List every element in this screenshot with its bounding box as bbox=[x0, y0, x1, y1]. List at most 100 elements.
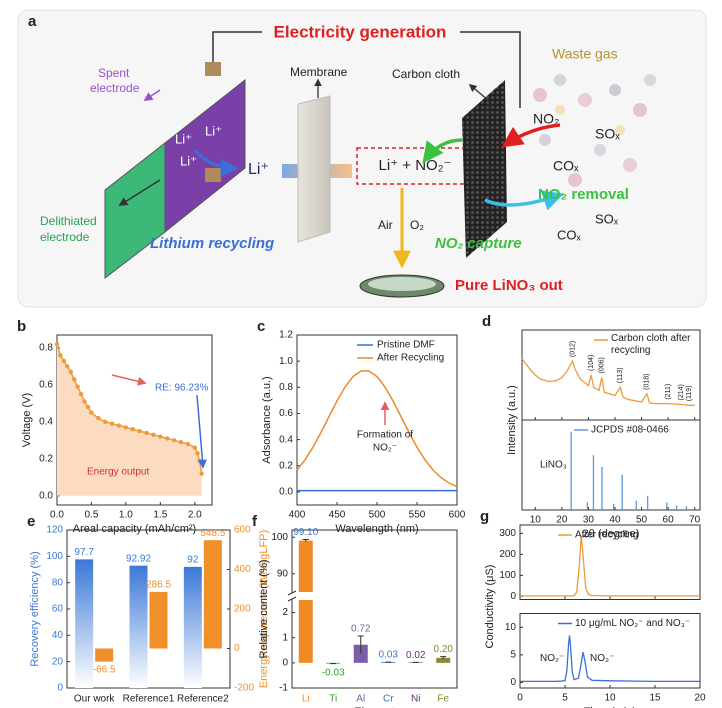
peak-label: (006) bbox=[599, 357, 606, 373]
y-tick-label: -200 bbox=[234, 683, 254, 694]
y-tick-label: 0.4 bbox=[39, 416, 53, 427]
bar bbox=[95, 648, 114, 662]
x-tick-label: 1.5 bbox=[153, 510, 167, 521]
electrode-label: electrode bbox=[40, 230, 90, 244]
series-line bbox=[520, 635, 700, 683]
axis-break bbox=[288, 593, 316, 599]
product-box-label: Li⁺ + NO₂⁻ bbox=[379, 157, 452, 174]
y-tick-label: 80 bbox=[52, 577, 64, 588]
data-point bbox=[65, 364, 70, 369]
panel-letter: g bbox=[480, 508, 489, 525]
bar bbox=[149, 591, 168, 649]
arrow bbox=[468, 84, 489, 101]
panel-letter: c bbox=[257, 318, 265, 335]
legend-label: After recycling bbox=[575, 530, 638, 541]
x-tick-label: 2.0 bbox=[188, 510, 202, 521]
panel-letter: f bbox=[252, 513, 258, 530]
y-tick-label: 0.2 bbox=[279, 460, 293, 471]
y-tick-label: 0 bbox=[510, 677, 516, 688]
annotation: RE: 96.23% bbox=[155, 383, 208, 394]
x-tick-label: 10 bbox=[604, 693, 616, 704]
bar bbox=[298, 540, 313, 592]
x-tick-label: 450 bbox=[329, 510, 346, 521]
y-tick-label: 0 bbox=[282, 657, 288, 668]
y-tick-label: 20 bbox=[52, 656, 64, 667]
data-point bbox=[123, 425, 129, 430]
gas-label: NO₂ bbox=[533, 111, 559, 127]
data-point bbox=[109, 421, 115, 426]
y-tick-label: 0.6 bbox=[279, 408, 293, 419]
legend-label: After Recycling bbox=[377, 353, 444, 364]
data-point bbox=[144, 430, 149, 436]
y-tick-label: 400 bbox=[234, 564, 251, 575]
x-tick-label: 0.0 bbox=[50, 510, 64, 521]
data-point bbox=[137, 428, 142, 434]
x-tick-label: Ti bbox=[329, 694, 337, 705]
y-axis-label: Relative content (%) bbox=[258, 559, 270, 658]
data-point bbox=[116, 423, 122, 428]
peak-label: (214) bbox=[678, 384, 685, 400]
x-tick-label: 0 bbox=[517, 693, 523, 704]
annotation: Energy output bbox=[87, 467, 149, 478]
x-tick-label: 20 bbox=[694, 693, 706, 704]
diagram-title: Electricity generation bbox=[274, 22, 447, 41]
y-tick-label: 60 bbox=[52, 604, 64, 615]
annotation-arrow bbox=[111, 374, 147, 386]
x-tick-label: Our work bbox=[74, 694, 116, 705]
x-tick-label: 1.0 bbox=[119, 510, 133, 521]
y-tick-label: 600 bbox=[234, 525, 251, 536]
y-tick-label: 90 bbox=[277, 568, 289, 579]
ion-label: Li⁺ bbox=[175, 131, 192, 146]
x-tick-label: Fe bbox=[437, 694, 449, 705]
y-axis-label: Intensity (a.u.) bbox=[506, 385, 518, 455]
product-label: Pure LiNO₃ out bbox=[455, 277, 563, 294]
value-label: 0.20 bbox=[434, 644, 454, 655]
y-axis-label: Conductivity (μS) bbox=[484, 565, 496, 649]
y-tick-label: 0 bbox=[57, 683, 63, 694]
annotation: Formation of bbox=[357, 430, 413, 441]
ion-label: Li⁺ bbox=[180, 153, 197, 168]
crystals bbox=[368, 277, 436, 291]
x-axis-label: Element bbox=[354, 706, 394, 708]
arrow bbox=[193, 149, 239, 177]
data-point bbox=[195, 451, 200, 456]
x-tick-label: 50 bbox=[636, 515, 648, 526]
y-tick-label: 0.4 bbox=[279, 434, 293, 445]
value-label: 0.02 bbox=[406, 650, 426, 661]
bar bbox=[436, 657, 451, 663]
reagent-label: Air bbox=[378, 218, 393, 232]
peak-label: (113) bbox=[617, 367, 624, 383]
x-tick-label: Reference2 bbox=[177, 694, 229, 705]
legend-box: Carbon cloth after recycling bbox=[611, 333, 691, 356]
series-line bbox=[520, 535, 700, 597]
series-line bbox=[296, 370, 458, 488]
x-tick-label: 60 bbox=[663, 515, 675, 526]
data-point bbox=[197, 458, 202, 463]
x-tick-label: 30 bbox=[583, 515, 595, 526]
y-tick-label: 2 bbox=[282, 607, 288, 618]
panel-a: a Electricity generation Li⁺ Li⁺ Li⁺ Spe… bbox=[17, 9, 707, 308]
wire bbox=[212, 31, 262, 68]
x-tick-label: Cr bbox=[383, 694, 394, 705]
legend-label: Pristine DMF bbox=[377, 340, 435, 351]
value-label: 0.03 bbox=[379, 650, 399, 661]
peak-label: (211) bbox=[665, 384, 672, 400]
arrow bbox=[484, 190, 564, 211]
arrow bbox=[422, 138, 463, 164]
value-label: -66.5 bbox=[93, 664, 116, 675]
value-label: 97.7 bbox=[74, 547, 94, 558]
reagent-label: O₂ bbox=[410, 218, 424, 232]
bar bbox=[353, 644, 368, 663]
annotation-arrow bbox=[196, 394, 207, 469]
data-point bbox=[192, 445, 197, 450]
bar bbox=[298, 600, 313, 663]
data-point bbox=[72, 377, 77, 382]
x-axis-label: Areal capacity (mAh/cm²) bbox=[73, 523, 196, 535]
data-point bbox=[78, 391, 84, 397]
x-tick-label: 600 bbox=[449, 510, 466, 521]
x-tick-label: Reference1 bbox=[123, 694, 175, 705]
data-point bbox=[171, 438, 177, 443]
y-tick-label: 100 bbox=[46, 551, 63, 562]
waste-gas-label: Waste gas bbox=[552, 46, 618, 62]
